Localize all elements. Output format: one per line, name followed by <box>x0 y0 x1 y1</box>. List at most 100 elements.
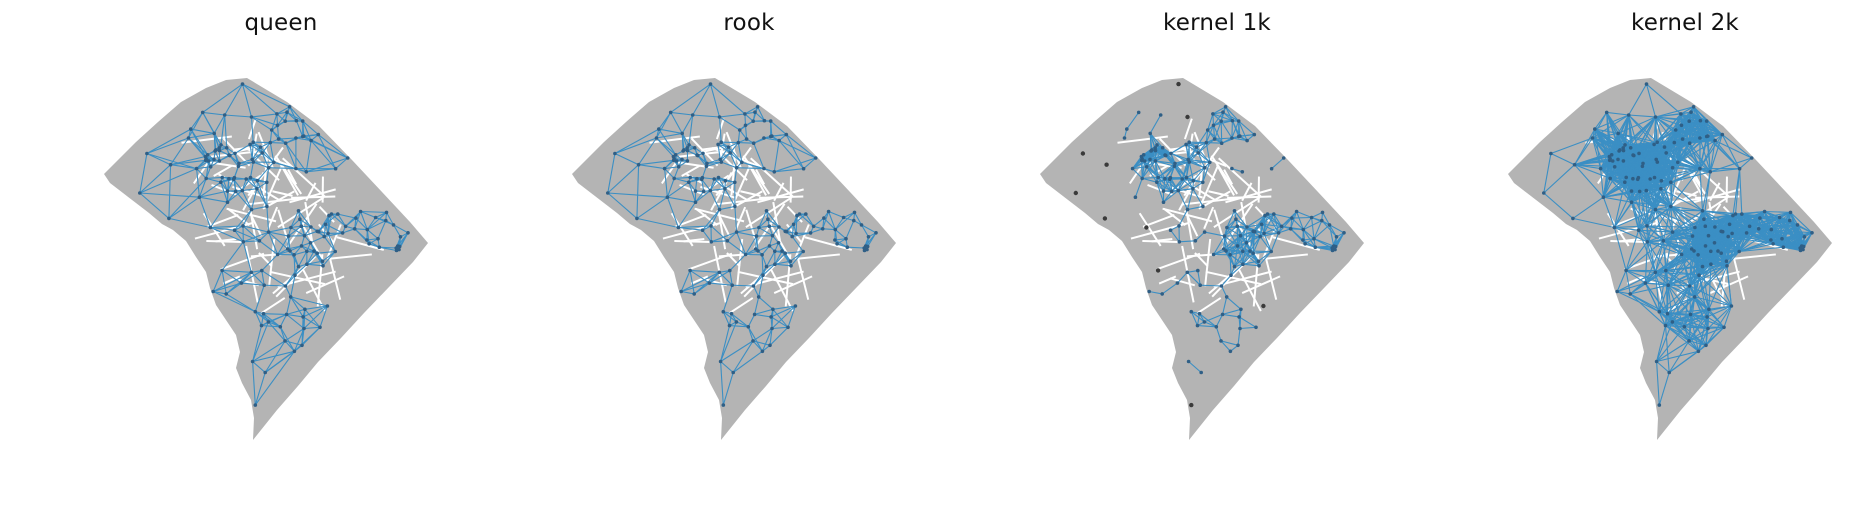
network-edge <box>1290 228 1304 231</box>
network-edge <box>285 285 292 298</box>
network-node <box>1601 195 1606 199</box>
network-edge <box>667 196 696 203</box>
network-edge <box>1179 240 1196 243</box>
network-edge <box>729 152 738 168</box>
isolated-node <box>1144 225 1149 230</box>
network-edge <box>1673 142 1711 173</box>
network-node <box>308 241 313 245</box>
network-edge <box>1656 340 1690 362</box>
network-edge <box>224 114 252 118</box>
network-node <box>1193 239 1198 243</box>
network-edge <box>692 114 720 118</box>
tract-boundary <box>804 236 853 251</box>
network-edge <box>1667 254 1683 286</box>
network-edge <box>251 116 278 126</box>
network-edge <box>1260 232 1279 238</box>
network-edge <box>1790 212 1813 234</box>
isolated-node <box>1185 114 1190 120</box>
network-edge <box>306 252 318 265</box>
network-edge <box>342 228 355 234</box>
network-edge <box>1230 263 1244 276</box>
network-edge <box>1628 83 1647 116</box>
network-node <box>760 253 764 257</box>
network-node <box>251 160 256 164</box>
network-node <box>1177 224 1181 228</box>
network-edge <box>1154 160 1166 179</box>
network-edge <box>1670 162 1679 207</box>
network-edge <box>323 236 336 252</box>
network-node <box>1158 113 1163 117</box>
network-edge <box>225 271 252 295</box>
network-node <box>208 165 213 169</box>
network-node <box>606 191 610 195</box>
network-edge <box>1141 159 1151 179</box>
network-node <box>695 153 699 157</box>
network-node <box>746 325 751 329</box>
network-edge <box>656 132 683 139</box>
network-node <box>1780 236 1784 241</box>
network-node <box>283 119 287 123</box>
network-edge <box>1660 180 1672 207</box>
tract-boundary <box>246 197 304 206</box>
network-node <box>250 359 255 364</box>
network-edge <box>168 217 211 229</box>
network-node <box>1269 249 1273 254</box>
network-edge <box>1618 132 1658 143</box>
network-edge <box>1631 201 1656 211</box>
network-edge <box>1690 313 1708 318</box>
network-edge <box>1689 142 1701 169</box>
tract-boundary <box>235 174 262 193</box>
network-edge <box>1174 158 1189 164</box>
network-edge <box>745 250 759 256</box>
network-node <box>327 213 331 218</box>
network-node <box>322 234 327 239</box>
network-edge <box>327 215 330 234</box>
network-edge <box>227 190 243 203</box>
network-node <box>211 289 215 294</box>
network-node <box>204 176 208 181</box>
network-node <box>1687 284 1692 288</box>
network-edge <box>767 218 780 228</box>
network-node <box>712 177 716 181</box>
network-node <box>1235 244 1240 248</box>
network-edge <box>295 120 304 137</box>
network-edge <box>375 211 387 218</box>
network-edge <box>1238 120 1248 141</box>
network-edge <box>261 270 265 286</box>
network-node <box>1641 161 1645 166</box>
network-node <box>1727 222 1732 227</box>
network-edge <box>638 164 665 170</box>
network-node <box>1263 213 1267 218</box>
tract-boundary <box>1676 190 1697 197</box>
network-node <box>685 146 689 150</box>
network-edge <box>1645 254 1682 284</box>
network-edge <box>1650 178 1662 182</box>
network-edge <box>379 246 397 252</box>
network-edge <box>367 220 387 231</box>
tract-boundary <box>1117 135 1168 144</box>
network-edge <box>1665 254 1682 271</box>
network-node <box>287 105 292 109</box>
network-node <box>384 218 388 223</box>
network-node <box>225 200 230 204</box>
network-node <box>1679 112 1683 116</box>
network-edge <box>1638 229 1673 233</box>
network-edge <box>738 142 754 144</box>
network-node <box>1276 231 1281 235</box>
network-edge <box>1717 225 1750 252</box>
network-node <box>231 177 236 182</box>
network-edge <box>1197 152 1211 163</box>
network-edge <box>614 153 639 166</box>
network-edge <box>146 137 189 155</box>
network-edge <box>701 179 705 192</box>
tract-boundary <box>206 239 243 244</box>
tract-boundary <box>681 164 701 177</box>
network-edge <box>1197 152 1206 168</box>
network-node <box>343 224 348 229</box>
network-edge <box>221 269 242 284</box>
network-node <box>835 242 839 246</box>
network-edge <box>681 133 684 152</box>
network-edge <box>1242 242 1248 265</box>
network-edge <box>221 241 244 271</box>
network-edge <box>1186 188 1194 210</box>
